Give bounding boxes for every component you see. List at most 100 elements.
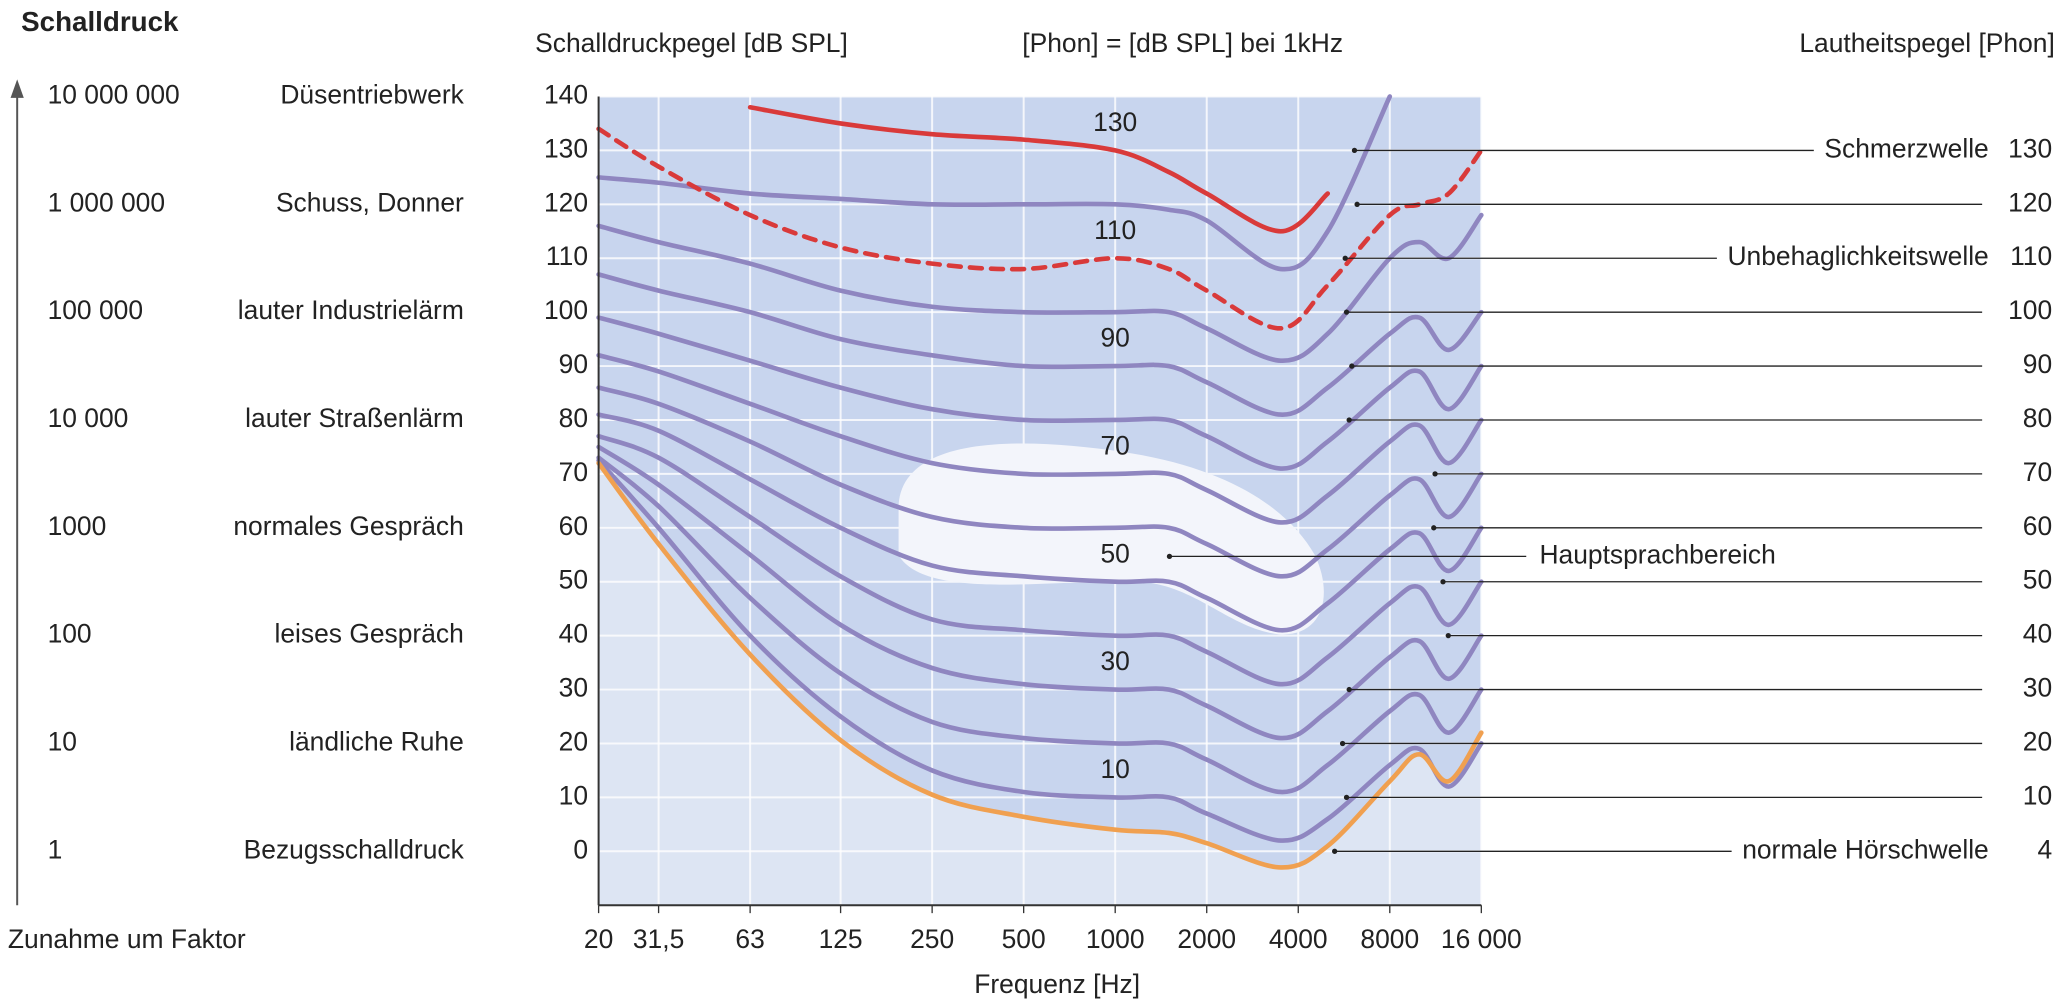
leader-dot [1346,417,1352,423]
factor-label: 10 [48,726,77,756]
source-label: ländliche Ruhe [289,726,464,756]
y-tick-label: 140 [544,79,588,109]
phon-label: 70 [2023,457,2052,487]
phon-label: 110 [2010,241,2052,271]
y-tick-label: 20 [559,726,588,756]
curve-name: normale Hörschwelle [1742,834,1989,864]
y-tick-label: 0 [573,834,588,864]
curve-name: Unbehaglichkeitswelle [1727,241,1988,271]
x-tick-label: 8000 [1360,924,1419,954]
leader-dot [1351,147,1358,154]
curve-label: 50 [1101,538,1130,568]
label-layer: 130 110 90 70 50 30 10 [1093,107,1137,784]
contour-line [596,433,1484,687]
source-label: Düsentriebwerk [280,79,464,109]
phon-label: 4 [2037,834,2052,864]
factor-label: 10 000 000 [48,79,180,109]
leader-dot [1445,633,1451,639]
source-label: normales Gespräch [233,511,463,541]
x-tick-label: 500 [1002,924,1046,954]
left-footer: Zunahme um Faktor [8,924,246,954]
phon-label: 90 [2023,349,2052,379]
curve-label: 90 [1101,323,1130,353]
source-label: lauter Industrielärm [238,295,464,325]
y-tick-label: 10 [559,780,588,810]
y-tick-label: 60 [559,511,588,541]
y-tick-label: 120 [544,187,588,217]
phon-label: 40 [2023,619,2052,649]
x-tick-label: 1000 [1086,924,1145,954]
contour-line [596,455,1484,795]
contour-line [596,444,1484,741]
factor-label: 1 [48,834,63,864]
leader-dot [1431,525,1437,531]
y-tick-label: 100 [544,295,588,325]
curve-layer [596,94,1484,870]
phon-label: 60 [2023,511,2052,541]
y-tick-label: 130 [544,133,588,163]
contour-line [596,412,1484,633]
leader-dot [1343,794,1350,801]
source-label: leises Gespräch [274,619,463,649]
subtitle: [Phon] = [dB SPL] bei 1kHz [1022,28,1343,58]
x-tick-label: 250 [910,924,954,954]
x-tick-label: 2000 [1177,924,1236,954]
contour-line [596,460,1484,870]
contour-line [596,94,1393,272]
x-tick-label: 63 [735,924,764,954]
phon-label: 30 [2023,673,2052,703]
y-tick-label: 80 [559,403,588,433]
phon-label: 10 [2023,780,2052,810]
source-label: Schuss, Donner [276,187,464,217]
x-axis-label: Frequenz [Hz] [974,969,1140,999]
leader-dot [1342,255,1348,261]
contour-line [596,315,1484,471]
x-tick-label: 125 [819,924,863,954]
curve-label: 30 [1101,646,1130,676]
curve-label: 70 [1101,430,1130,460]
heading: Schalldruck [21,6,179,37]
contour-line [596,352,1484,525]
contour-line [747,104,1331,234]
contour-line [596,272,1484,417]
speech-area [898,443,1324,635]
phon-label: 20 [2023,726,2052,756]
y2-axis-label: Lautheitspegel [Phon] [1799,28,2054,58]
y-tick-label: 70 [559,457,588,487]
factor-label: 100 000 [48,295,143,325]
factor-label: 100 [48,619,92,649]
phon-label: 50 [2023,565,2052,595]
contour-line [596,385,1484,579]
leader-dot [1440,579,1446,585]
source-label: Bezugsschalldruck [244,834,465,864]
leader-dot [1343,309,1350,315]
leader-dot [1332,848,1338,854]
x-tick-label: 31,5 [633,924,684,954]
factor-label: 10 000 [48,403,129,433]
phon-label: 120 [2008,187,2052,217]
left-arrowhead [10,79,24,98]
leader-dot [1339,740,1346,747]
speech-area-label: Hauptsprachbereich [1539,539,1775,569]
speech-dot [1166,553,1173,559]
leader-dot [1354,201,1360,207]
x-tick-label: 20 [584,924,613,954]
y-tick-label: 110 [546,241,588,271]
leader-dot [1346,686,1352,693]
curve-label: 10 [1101,754,1130,784]
phon-label: 80 [2023,403,2052,433]
leader-dot [1349,363,1355,369]
factor-label: 1 000 000 [48,187,165,217]
y-axis-label: Schalldruckpegel [dB SPL] [535,28,848,58]
x-tick-label: 16 000 [1441,924,1522,954]
curve-label: 110 [1094,215,1136,245]
x-tick-label: 4000 [1269,924,1328,954]
leader-dot [1432,471,1438,477]
contour-line [596,458,1484,843]
factor-label: 1000 [48,511,107,541]
y-tick-label: 30 [559,673,588,703]
contour-line [596,212,1484,363]
y-tick-label: 50 [559,565,588,595]
phon-label: 130 [2008,133,2052,163]
